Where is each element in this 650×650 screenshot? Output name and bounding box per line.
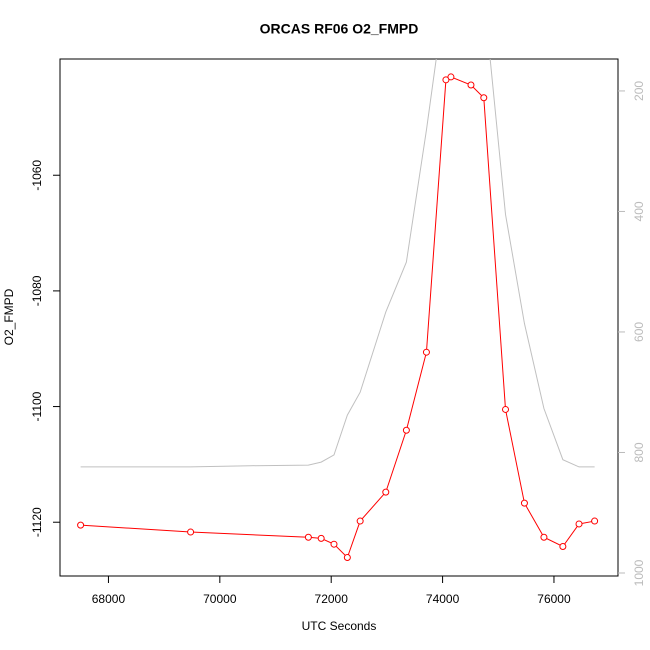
y2-tick-label: 400 xyxy=(632,201,646,221)
point xyxy=(422,348,430,356)
point xyxy=(591,517,599,525)
point xyxy=(442,76,450,84)
point xyxy=(356,517,364,525)
point xyxy=(330,540,338,548)
y-tick-label: -1080 xyxy=(30,275,44,306)
plot-area xyxy=(77,59,599,561)
y-tick-label: -1060 xyxy=(30,160,44,191)
y-tick-label: -1100 xyxy=(30,391,44,421)
x-tick-label: 72000 xyxy=(315,592,349,606)
x-tick-label: 76000 xyxy=(537,592,571,606)
chart-title: ORCAS RF06 O2_FMPD xyxy=(260,21,419,37)
point xyxy=(467,81,475,89)
y2-tick-label: 200 xyxy=(632,81,646,101)
point xyxy=(304,533,312,541)
point xyxy=(447,73,455,81)
x-tick-label: 74000 xyxy=(426,592,460,606)
y2-tick-label: 1000 xyxy=(632,559,646,586)
plot-frame xyxy=(59,58,619,577)
y2-tick-label: 800 xyxy=(632,442,646,462)
point xyxy=(187,528,195,536)
point xyxy=(402,426,410,434)
point xyxy=(502,405,510,413)
point xyxy=(540,533,548,541)
point xyxy=(480,94,488,102)
point xyxy=(343,553,351,561)
x-tick-label: 68000 xyxy=(92,592,126,606)
y2-tick-label: 600 xyxy=(632,322,646,342)
series-line xyxy=(80,76,595,559)
point xyxy=(77,521,85,529)
y-tick-label: -1120 xyxy=(30,507,44,537)
point xyxy=(520,499,528,507)
point xyxy=(575,520,583,528)
y-axis-label: O2_FMPD xyxy=(2,288,16,345)
series-line xyxy=(80,59,595,468)
point xyxy=(382,488,390,496)
x-axis-label: UTC Seconds xyxy=(302,619,377,633)
point xyxy=(559,543,567,551)
point xyxy=(317,534,325,542)
x-tick-label: 70000 xyxy=(203,592,237,606)
